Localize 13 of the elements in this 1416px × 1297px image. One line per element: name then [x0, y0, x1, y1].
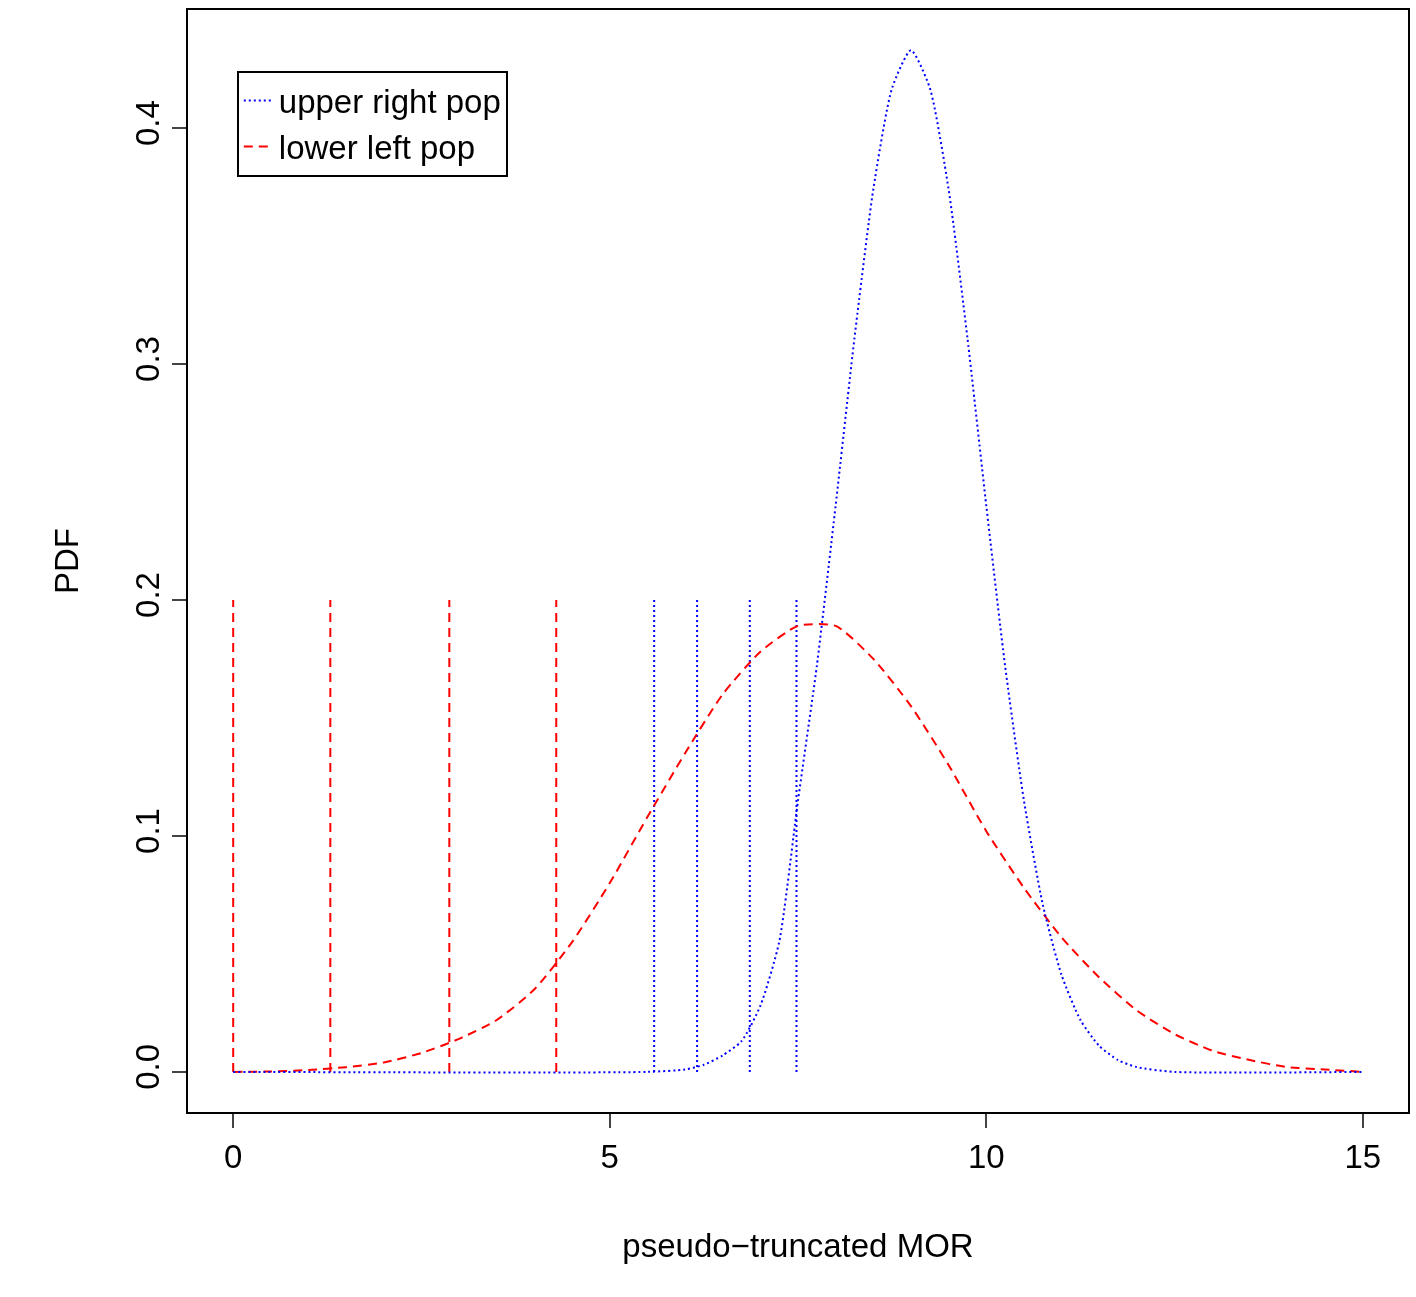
x-tick-label: 10: [967, 1137, 1005, 1175]
y-axis-title: PDF: [48, 528, 86, 594]
y-tick-label: 0.2: [128, 572, 166, 618]
x-tick-label: 5: [600, 1137, 619, 1175]
legend-label: lower left pop: [278, 129, 476, 167]
legend-label: upper right pop: [278, 83, 501, 121]
x-tick-label: 0: [224, 1137, 243, 1175]
x-tick-label: 15: [1344, 1137, 1382, 1175]
y-tick-label: 0.4: [128, 100, 166, 146]
y-tick-label: 0.3: [128, 336, 166, 382]
x-axis-title: pseudo−truncated MOR: [622, 1226, 974, 1264]
y-tick-label: 0.0: [128, 1043, 166, 1090]
y-tick-label: 0.1: [128, 808, 166, 854]
